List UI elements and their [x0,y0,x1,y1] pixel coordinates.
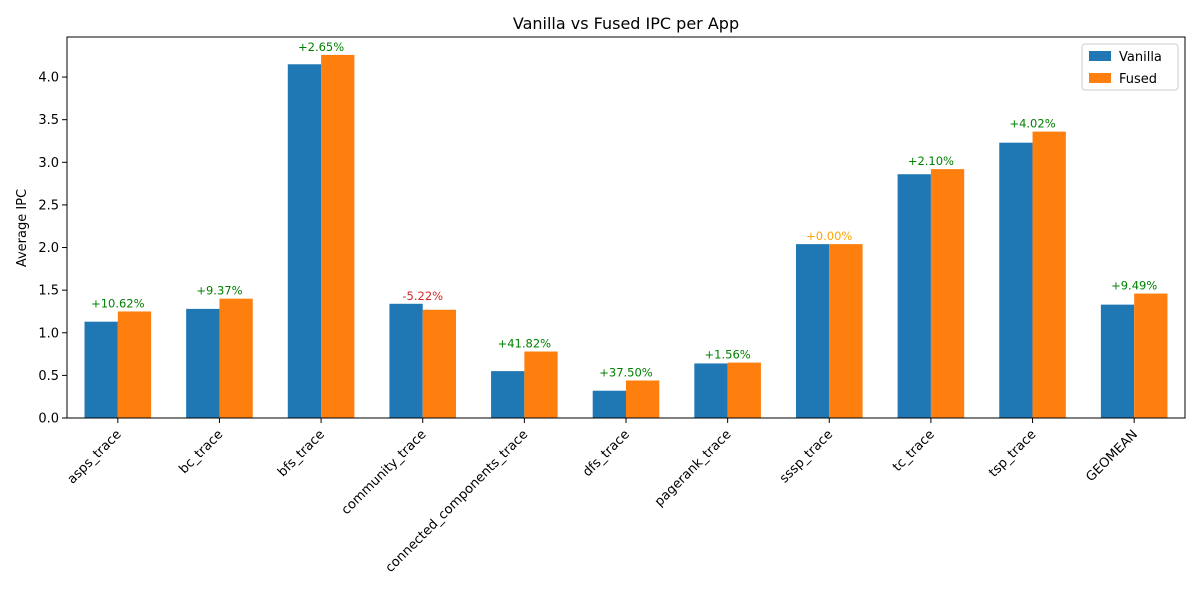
plot-area: 0.0 0.5 1.0 1.5 2.0 2.5 3.0 3.5 4.0 asps_trace +10… [38,40,1168,576]
bar-fused [524,351,558,418]
bar-vanilla [491,371,525,418]
y-tick-label: 0.0 [38,412,59,427]
x-tick-label: bfs_trace [275,427,328,480]
bar-vanilla [795,244,830,418]
plot-frame [66,36,1186,419]
bar-fused [930,169,965,418]
change-annotation: +10.62% [91,296,145,310]
change-annotation: +2.10% [908,154,954,168]
x-tick-label: asps_trace [65,427,125,487]
bar-fused [626,380,660,418]
bar-vanilla [1100,304,1135,418]
bar-fused [117,311,152,418]
y-tick-label: 4.0 [38,71,59,86]
x-tick-label: community_trace [339,427,430,518]
x-tick-label: tsp_trace [986,427,1039,480]
bar-fused [829,244,863,418]
change-annotation: -5.22% [402,289,443,303]
x-tick-label: dfs_trace [580,427,633,480]
bar-vanilla [897,174,931,418]
bar-vanilla [694,363,728,418]
bar-fused [727,362,761,418]
change-annotation: +9.49% [1111,279,1157,293]
y-tick-label: 2.0 [38,241,59,256]
x-tick-label: tc_trace [890,427,938,475]
x-tick-label: sssp_trace [777,427,836,486]
bar-fused [1032,131,1066,419]
y-tick-label: 3.0 [38,156,59,171]
legend-swatch-fused [1089,73,1111,83]
change-annotation: +9.37% [196,284,242,298]
bar-vanilla [999,142,1033,418]
bar-vanilla [84,321,118,418]
y-tick-label: 1.5 [38,284,59,299]
x-tick-label: bc_trace [176,427,226,477]
change-annotation: +37.50% [599,365,653,379]
legend-label-vanilla: Vanilla [1119,50,1162,65]
y-axis-label: Average IPC [15,189,30,267]
bar-fused [321,54,355,419]
y-tick-label: 2.5 [38,198,59,213]
chart-title: Vanilla vs Fused IPC per App [513,14,739,33]
y-tick-label: 3.5 [38,113,59,128]
legend: Vanilla Fused [1081,43,1179,91]
bar-vanilla [186,308,220,418]
bar-fused [422,309,457,418]
x-tick-label: pagerank_trace [652,427,734,509]
legend-swatch-vanilla [1089,51,1111,61]
change-annotation: +2.65% [298,40,344,54]
y-tick-label: 0.5 [38,369,59,384]
bar-vanilla [287,64,322,418]
bar-vanilla [389,303,423,418]
change-annotation: +41.82% [498,337,552,351]
change-annotation: +1.56% [705,348,751,362]
y-tick-label: 1.0 [38,326,59,341]
bar-fused [219,298,253,418]
x-tick-label: GEOMEAN [1083,427,1141,485]
legend-label-fused: Fused [1119,72,1157,87]
bar-fused [1134,293,1168,418]
bar-vanilla [592,390,626,418]
change-annotation: +0.00% [806,229,852,243]
change-annotation: +4.02% [1009,117,1055,131]
